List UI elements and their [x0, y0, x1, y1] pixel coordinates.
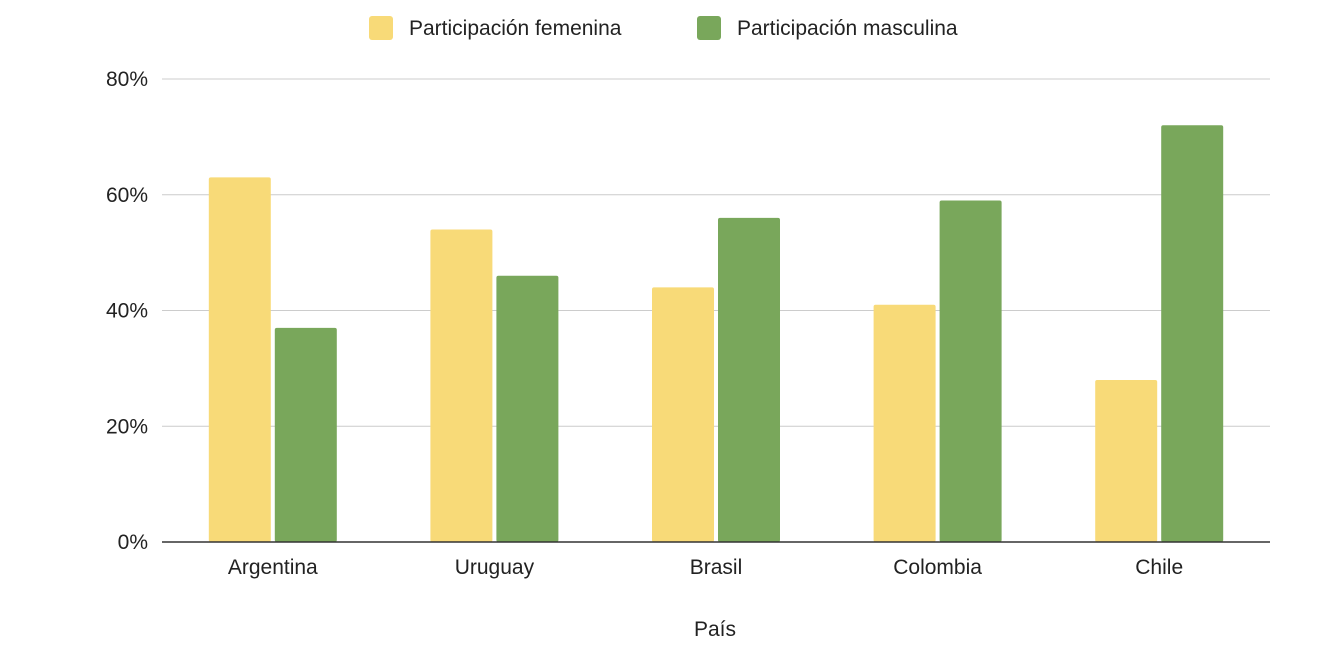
legend-label: Participación femenina: [409, 17, 622, 40]
y-tick-label: 80%: [106, 68, 148, 91]
bar-argentina-series-2: [274, 327, 337, 542]
bar-chile-series-1: [1095, 379, 1158, 542]
legend-swatch: [369, 16, 393, 40]
bar-colombia-series-1: [873, 304, 936, 542]
bar-argentina-series-1: [208, 177, 271, 542]
bar-uruguay-series-1: [430, 229, 493, 542]
x-tick-label: Brasil: [690, 556, 743, 579]
bar-uruguay-series-2: [496, 275, 559, 542]
gridlines: 0% 20% 40% 60% 80%: [106, 68, 1270, 554]
x-axis-title: País: [694, 618, 736, 641]
bar-chile-series-2: [1161, 125, 1224, 543]
x-tick-label: Chile: [1135, 556, 1183, 579]
legend-swatch: [697, 16, 721, 40]
y-tick-label: 40%: [106, 300, 148, 323]
x-tick-label: Uruguay: [455, 556, 535, 579]
bar-brasil-series-1: [652, 287, 714, 542]
bars: Argentina Uruguay Brasil Colombia Chile: [208, 125, 1224, 579]
x-tick-label: Colombia: [893, 556, 982, 579]
legend: Participación femenina Participación masc…: [369, 16, 958, 40]
y-tick-label: 20%: [106, 415, 148, 438]
y-tick-label: 0%: [118, 531, 148, 554]
bar-brasil-series-2: [718, 217, 780, 542]
legend-label: Participación masculina: [737, 17, 958, 40]
bar-colombia-series-2: [939, 200, 1002, 542]
y-tick-label: 60%: [106, 184, 148, 207]
x-tick-label: Argentina: [228, 556, 318, 579]
